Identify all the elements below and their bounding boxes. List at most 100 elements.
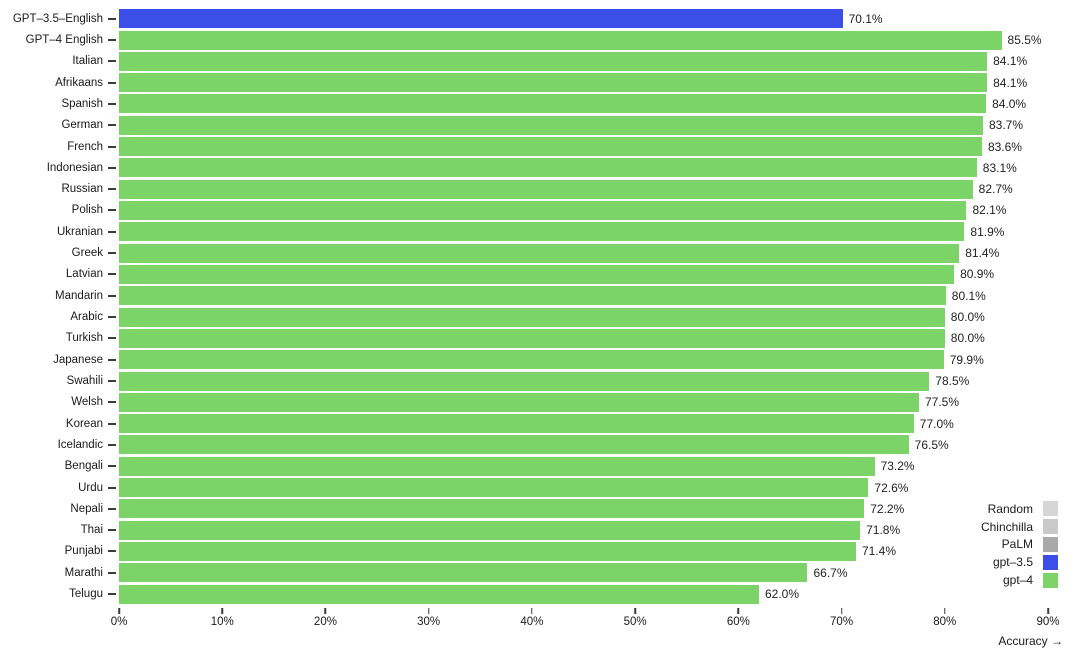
legend-label: gpt–3.5 [992, 555, 1033, 570]
bar-value-label: 71.4% [862, 544, 897, 559]
bar [119, 137, 982, 157]
bar-track: 71.4% [119, 541, 1080, 562]
bar [119, 51, 988, 71]
x-axis-tick-label: 60% [726, 615, 750, 628]
bar-value-label: 80.1% [951, 288, 986, 303]
bar-track: 82.7% [119, 179, 1080, 200]
category-tick [108, 571, 116, 574]
legend-swatch [1043, 572, 1058, 588]
bar-track: 82.1% [119, 200, 1080, 221]
bar-value-label: 79.9% [949, 352, 984, 367]
bar-value-label: 72.6% [874, 480, 909, 495]
bar-value-label: 83.7% [988, 118, 1023, 133]
legend-item: gpt–3.5 [981, 553, 1058, 571]
category-tick [108, 81, 116, 84]
bar-value-label: 72.2% [870, 501, 905, 516]
bar-value-label: 80.0% [950, 331, 985, 346]
legend-swatch [1043, 501, 1058, 517]
bar-value-label: 84.0% [992, 96, 1027, 111]
category-label: Bengali [64, 460, 103, 473]
x-axis-tick [531, 607, 533, 614]
bar [119, 520, 861, 540]
category-label: Afrikaans [55, 76, 103, 89]
x-axis-tick-label: 70% [830, 615, 854, 628]
bar-value-label: 84.1% [993, 54, 1028, 69]
category-tick [108, 124, 116, 127]
bar-row: Bengali 73.2% [0, 456, 1080, 477]
bar-track: 77.0% [119, 413, 1080, 434]
bar-value-label: 83.1% [982, 160, 1017, 175]
x-axis-tick-label: 40% [520, 615, 544, 628]
x-axis-tick-label: 20% [313, 615, 337, 628]
bar [119, 286, 946, 306]
bar-track: 80.0% [119, 306, 1080, 327]
bar [119, 350, 944, 370]
bar-value-label: 82.1% [972, 203, 1007, 218]
bar-row: Russian 82.7% [0, 179, 1080, 200]
bar [119, 456, 875, 476]
bar-track: 76.5% [119, 434, 1080, 455]
bar [119, 542, 856, 561]
bar-value-label: 77.0% [919, 416, 954, 431]
category-label: GPT–3.5–English [12, 12, 103, 25]
x-axis-tick-label: 80% [933, 615, 957, 628]
bar-row: Afrikaans 84.1% [0, 72, 1080, 93]
bar-value-label: 80.9% [960, 267, 995, 282]
bar-track: 81.9% [119, 221, 1080, 242]
category-tick [108, 273, 116, 276]
bar-track: 84.1% [119, 51, 1080, 72]
bar-value-label: 70.1% [848, 11, 883, 26]
bar-track: 72.2% [119, 498, 1080, 519]
legend-label: Chinchilla [980, 519, 1033, 534]
bar-value-label: 80.0% [950, 310, 985, 325]
bar-track: 81.4% [119, 242, 1080, 263]
bar [119, 392, 919, 412]
bar-row: Welsh 77.5% [0, 392, 1080, 413]
x-axis-tick-label: 50% [623, 615, 647, 628]
category-label: Spanish [61, 97, 103, 110]
bar-row: Korean 77.0% [0, 413, 1080, 434]
legend-swatch [1043, 536, 1058, 552]
bar-track: 84.0% [119, 93, 1080, 114]
category-tick [108, 38, 116, 41]
bar-value-label: 83.6% [987, 139, 1022, 154]
bar [119, 243, 960, 263]
category-tick [108, 230, 116, 233]
bar [119, 563, 808, 583]
category-label: Urdu [78, 481, 103, 494]
bar-row: GPT–4 English 85.5% [0, 29, 1080, 50]
bar-row: Arabic 80.0% [0, 306, 1080, 327]
bar-row: Ukranian 81.9% [0, 221, 1080, 242]
bar-row: Punjabi 71.4% [0, 541, 1080, 562]
bar-track: 70.1% [119, 8, 1080, 29]
category-label: Russian [61, 183, 103, 196]
bar [119, 478, 869, 498]
bar [119, 499, 865, 519]
category-label: Mandarin [55, 289, 103, 302]
legend-item: Chinchilla [981, 518, 1058, 536]
category-label: Welsh [71, 396, 103, 409]
legend: Random Chinchilla PaLM gpt–3.5 gpt–4 [981, 500, 1058, 589]
category-tick [108, 550, 116, 553]
x-axis-tick [118, 607, 120, 614]
legend-item: gpt–4 [981, 571, 1058, 589]
bar [119, 179, 973, 199]
x-axis-tick-label: 0% [110, 615, 128, 628]
bar-value-label: 84.1% [993, 75, 1028, 90]
category-label: Korean [65, 417, 103, 430]
bar-row: Spanish 84.0% [0, 93, 1080, 114]
bar-track: 84.1% [119, 72, 1080, 93]
bar-track: 77.5% [119, 392, 1080, 413]
category-tick [108, 166, 116, 169]
bar-track: 73.2% [119, 456, 1080, 477]
bar-value-label: 78.5% [935, 373, 970, 388]
category-label: French [67, 140, 103, 153]
x-axis: Accuracy → 0% 10% 20% 30% 40% 50% 60% 70% 80% 90% [111, 605, 1080, 651]
category-tick [108, 337, 116, 340]
legend-swatch [1043, 554, 1058, 570]
bar [119, 307, 945, 327]
category-label: Latvian [65, 268, 103, 281]
category-label: Icelandic [57, 438, 103, 451]
bar-track: 71.8% [119, 520, 1080, 541]
